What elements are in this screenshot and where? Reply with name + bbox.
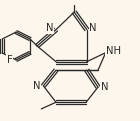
Text: N: N [33,81,41,91]
Text: NH: NH [106,46,121,56]
Text: N: N [89,23,97,33]
Text: N: N [46,23,53,33]
Text: F: F [7,55,13,65]
Text: N: N [101,82,108,92]
